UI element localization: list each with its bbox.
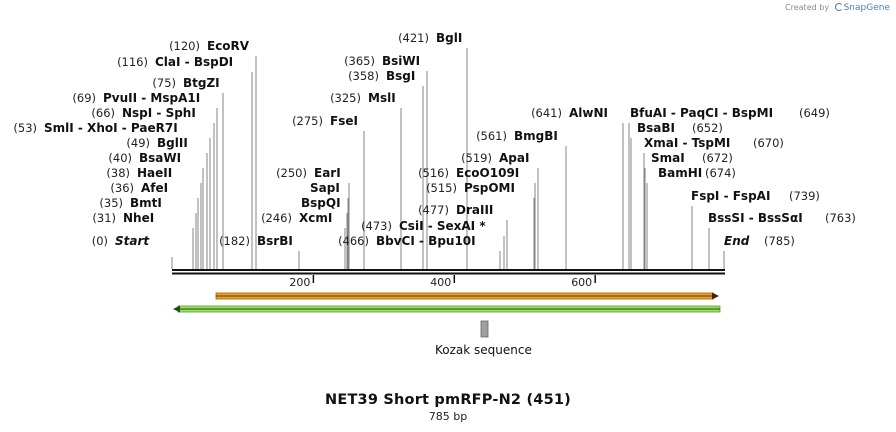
site-pos-bsrbi: (182) (219, 234, 250, 248)
site-pos-msli: (325) (330, 91, 361, 105)
site-pos-csii-sexai: (473) (361, 219, 392, 233)
site-pos-smli-xhoi-paer7i: (53) (13, 121, 37, 135)
scale-ticks: 200 400 600 (289, 275, 596, 289)
site-bglii: BglII (157, 136, 188, 150)
reverse-feature-arrow (173, 305, 721, 313)
site-eari: EarI (314, 166, 341, 180)
site-msli: MslI (368, 91, 396, 105)
site-pos-alwni: (641) (531, 106, 562, 120)
site-pos-xcmi: (246) (261, 211, 292, 225)
site-nhei: NheI (123, 211, 154, 225)
site-bfuai-paqci-bspmi: BfuAI - PaqCI - BspMI (630, 106, 773, 120)
site-smai: SmaI (651, 151, 685, 165)
site-pos-start: (0) (92, 234, 108, 248)
credit-prefix: Created by (785, 3, 830, 12)
site-clai-bspdi: ClaI - BspDI (155, 55, 233, 69)
site-bgli: BglI (436, 31, 462, 45)
site-bmti: BmtI (130, 196, 162, 210)
site-pos-afei: (36) (110, 181, 134, 195)
site-start: Start (115, 234, 150, 248)
site-apai: ApaI (499, 151, 529, 165)
site-pos-smai: (672) (702, 151, 733, 165)
site-pos-xmai-tspmi: (670) (753, 136, 784, 150)
site-draiii: DraIII (456, 203, 493, 217)
site-bsgi: BsgI (386, 69, 415, 83)
site-bmgbi: BmgBI (514, 129, 558, 143)
site-bsiwi: BsiWI (382, 54, 420, 68)
site-alwni: AlwNI (569, 106, 608, 120)
kozak-sequence-box (480, 320, 489, 338)
site-pos-eari: (250) (276, 166, 307, 180)
snapgene-credit: Created by SnapGene (785, 3, 890, 13)
site-fspi-fspai: FspI - FspAI (691, 189, 770, 203)
site-pos-bmti: (35) (99, 196, 123, 210)
scale-tick-label-200: 200 (289, 276, 310, 289)
site-pos-bmgbi: (561) (476, 129, 507, 143)
site-pos-nhei: (31) (92, 211, 116, 225)
site-fsei: FseI (330, 114, 358, 128)
site-pos-bglii: (49) (126, 136, 150, 150)
forward-feature-arrow (215, 292, 719, 300)
backbone-top (172, 269, 725, 271)
kozak-sequence-label: Kozak sequence (435, 343, 532, 357)
snapgene-logo-icon (834, 3, 843, 11)
site-pos-draiii: (477) (418, 203, 449, 217)
site-pos-end: (785) (764, 234, 795, 248)
site-pos-fspi-fspai: (739) (789, 189, 820, 203)
site-afei: AfeI (141, 181, 168, 195)
site-bamhi: BamHI (658, 166, 702, 180)
site-pos-fsei: (275) (292, 114, 323, 128)
site-pos-btgzi: (75) (152, 76, 176, 90)
site-haeii: HaeII (137, 166, 172, 180)
site-pos-pvuii-mspa1i: (69) (72, 91, 96, 105)
site-bsrbi: BsrBI (257, 234, 293, 248)
site-xmai-tspmi: XmaI - TspMI (644, 136, 730, 150)
site-pos-haeii: (38) (106, 166, 130, 180)
site-pos-nspi-sphi: (66) (91, 106, 115, 120)
credit-brand: SnapGene (843, 3, 890, 13)
scale-tick-label-400: 400 (430, 276, 451, 289)
map-title: NET39 Short pmRFP-N2 (451) (325, 392, 571, 408)
site-pos-ecorv: (120) (169, 39, 200, 53)
site-pos-bgli: (421) (398, 31, 429, 45)
site-pos-bbvci-bpu10i: (466) (338, 234, 369, 248)
site-pos-bsiwi: (365) (344, 54, 375, 68)
map-length: 785 bp (428, 410, 468, 423)
site-pos-bsawi: (40) (108, 151, 132, 165)
site-pos-bsssi-bsss-i: (763) (825, 211, 856, 225)
site-pos-bsabi: (652) (692, 121, 723, 135)
site-pos-apai: (519) (461, 151, 492, 165)
site-ecorv: EcoRV (207, 39, 250, 53)
site-pos-pspomi: (515) (426, 181, 457, 195)
site-bspqi: BspQI (301, 196, 341, 210)
site-pos-bamhi: (674) (705, 166, 736, 180)
scale-tick-label-600: 600 (571, 276, 592, 289)
site-btgzi: BtgZI (183, 76, 220, 90)
site-csii-sexai: CsiI - SexAI * (399, 219, 486, 233)
site-end: End (724, 234, 750, 248)
site-pvuii-mspa1i: PvuII - MspA1I (103, 91, 200, 105)
site-pspomi: PspOMI (464, 181, 515, 195)
backbone-bottom (172, 272, 725, 275)
site-bsawi: BsaWI (139, 151, 181, 165)
site-xcmi: XcmI (299, 211, 332, 225)
site-pos-bfuai-paqci-bspmi: (649) (799, 106, 830, 120)
site-sapi: SapI (310, 181, 340, 195)
site-bsabi: BsaBI (637, 121, 675, 135)
site-nspi-sphi: NspI - SphI (122, 106, 196, 120)
site-bsssi-bsss-i: BssSI - BssSαI (708, 211, 803, 225)
site-pos-ecoo109i: (516) (418, 166, 449, 180)
site-ecoo109i: EcoO109I (456, 166, 519, 180)
site-labels: Start (0) NheI (31) BmtI (35) AfeI (36)HaeII (38… (13, 31, 856, 248)
site-pos-clai-bspdi: (116) (117, 55, 148, 69)
site-smli-xhoi-paer7i: SmlI - XhoI - PaeR7I (44, 121, 178, 135)
leader-lines (171, 48, 725, 269)
site-bbvci-bpu10i: BbvCI - Bpu10I (376, 234, 476, 248)
site-pos-bsgi: (358) (348, 69, 379, 83)
